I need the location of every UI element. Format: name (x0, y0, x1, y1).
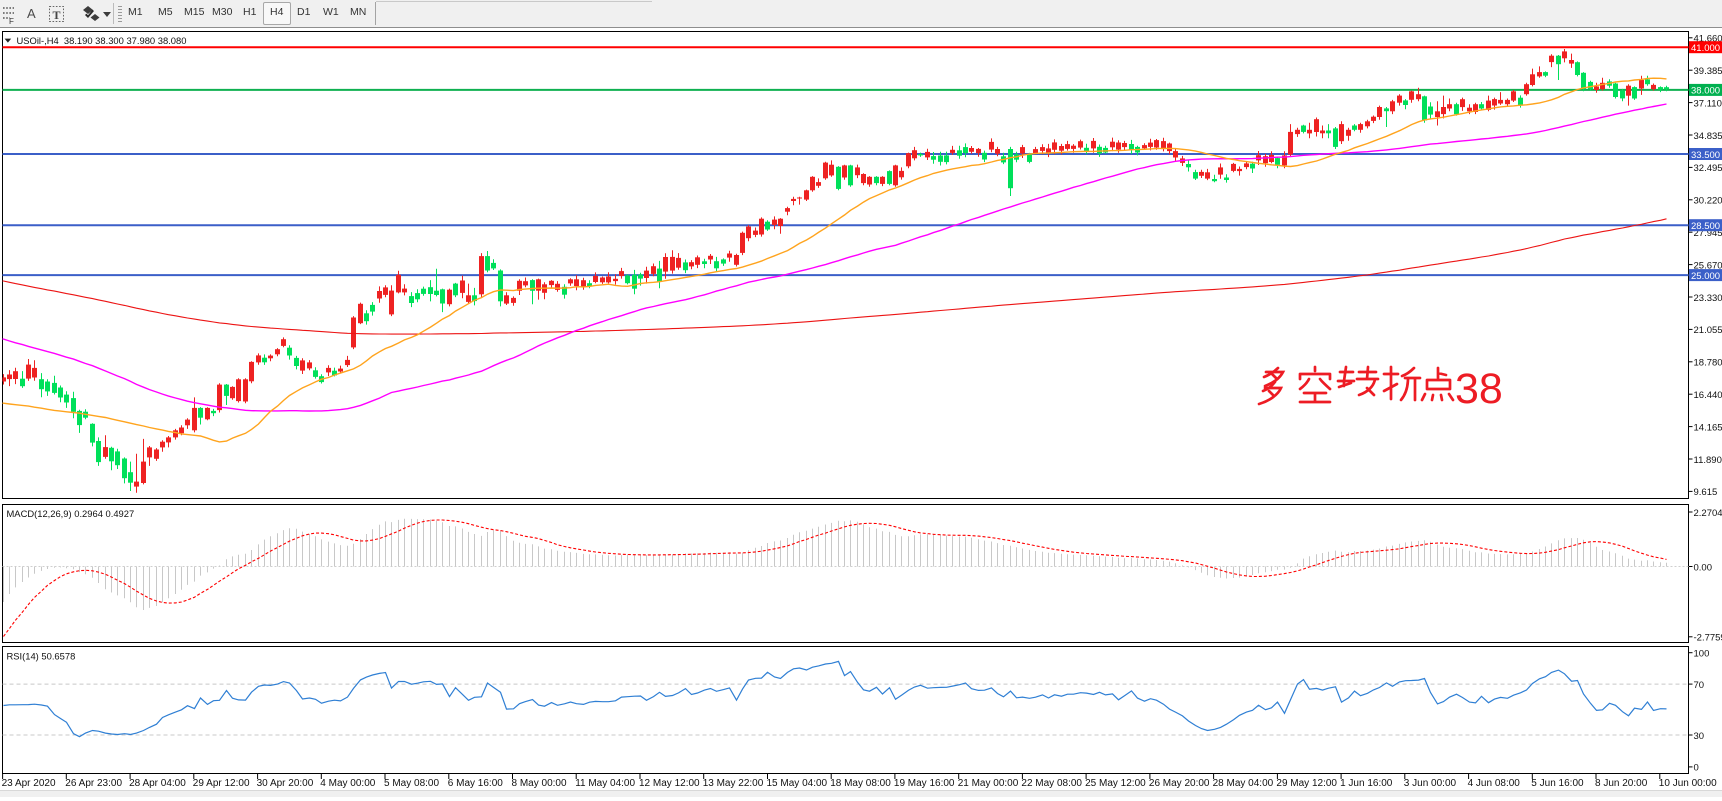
svg-text:F: F (9, 17, 14, 26)
svg-text:29 May 12:00: 29 May 12:00 (1276, 778, 1337, 789)
svg-text:70: 70 (1694, 680, 1705, 691)
svg-text:0: 0 (1694, 763, 1699, 774)
svg-text:38: 38 (1455, 365, 1503, 413)
svg-text:25 May 12:00: 25 May 12:00 (1085, 778, 1146, 789)
svg-text:15 May 04:00: 15 May 04:00 (767, 778, 828, 789)
svg-text:25.000: 25.000 (1691, 271, 1720, 282)
svg-text:33.500: 33.500 (1691, 150, 1720, 161)
svg-text:4 Jun 08:00: 4 Jun 08:00 (1468, 778, 1521, 789)
svg-text:11.890: 11.890 (1694, 455, 1722, 466)
svg-text:28 May 04:00: 28 May 04:00 (1213, 778, 1274, 789)
svg-text:5 Jun 16:00: 5 Jun 16:00 (1531, 778, 1584, 789)
svg-text:21 May 00:00: 21 May 00:00 (958, 778, 1019, 789)
svg-text:14.165: 14.165 (1694, 422, 1722, 433)
svg-text:22 May 08:00: 22 May 08:00 (1021, 778, 1082, 789)
svg-text:37.110: 37.110 (1694, 98, 1722, 109)
svg-text:16.440: 16.440 (1694, 390, 1722, 401)
svg-text:23.330: 23.330 (1694, 293, 1722, 304)
svg-text:18 May 08:00: 18 May 08:00 (830, 778, 891, 789)
svg-text:0.00: 0.00 (1694, 562, 1713, 573)
svg-text:T: T (53, 8, 61, 22)
svg-text:30 Apr 20:00: 30 Apr 20:00 (257, 778, 314, 789)
svg-text:10 Jun 00:00: 10 Jun 00:00 (1659, 778, 1717, 789)
svg-text:MACD(12,26,9) 0.2964 0.4927: MACD(12,26,9) 0.2964 0.4927 (7, 508, 135, 519)
svg-text:9.615: 9.615 (1694, 487, 1718, 498)
svg-text:41.000: 41.000 (1691, 43, 1720, 54)
svg-text:28 Apr 04:00: 28 Apr 04:00 (129, 778, 186, 789)
svg-text:-2.7759: -2.7759 (1694, 633, 1722, 644)
svg-text:12 May 12:00: 12 May 12:00 (639, 778, 700, 789)
svg-text:26 Apr 23:00: 26 Apr 23:00 (65, 778, 122, 789)
svg-text:32.495: 32.495 (1694, 163, 1722, 174)
svg-text:USOil-,H4 38.190 38.300 37.98: USOil-,H4 38.190 38.300 37.980 38.080 (17, 35, 187, 46)
svg-text:29 Apr 12:00: 29 Apr 12:00 (193, 778, 250, 789)
svg-text:2.2704: 2.2704 (1694, 508, 1722, 519)
svg-text:26 May 20:00: 26 May 20:00 (1149, 778, 1210, 789)
svg-text:100: 100 (1694, 649, 1710, 660)
svg-text:8 Jun 20:00: 8 Jun 20:00 (1595, 778, 1648, 789)
svg-text:1 Jun 16:00: 1 Jun 16:00 (1340, 778, 1393, 789)
svg-text:8 May 00:00: 8 May 00:00 (512, 778, 567, 789)
svg-text:39.385: 39.385 (1694, 66, 1722, 77)
svg-text:28.500: 28.500 (1691, 221, 1720, 232)
svg-text:6 May 16:00: 6 May 16:00 (448, 778, 503, 789)
svg-text:34.835: 34.835 (1694, 131, 1722, 142)
svg-text:11 May 04:00: 11 May 04:00 (575, 778, 635, 789)
svg-text:23 Apr 2020: 23 Apr 2020 (2, 778, 56, 789)
svg-text:18.780: 18.780 (1694, 358, 1722, 369)
svg-text:30: 30 (1694, 731, 1705, 742)
svg-text:13 May 22:00: 13 May 22:00 (703, 778, 764, 789)
svg-text:30.220: 30.220 (1694, 196, 1722, 207)
svg-text:21.055: 21.055 (1694, 325, 1722, 336)
svg-text:4 May 00:00: 4 May 00:00 (320, 778, 375, 789)
svg-text:5 May 08:00: 5 May 08:00 (384, 778, 439, 789)
svg-text:3 Jun 00:00: 3 Jun 00:00 (1404, 778, 1457, 789)
svg-text:19 May 16:00: 19 May 16:00 (894, 778, 955, 789)
svg-text:RSI(14) 50.6578: RSI(14) 50.6578 (7, 651, 76, 662)
svg-text:A: A (27, 6, 36, 21)
svg-text:38.000: 38.000 (1691, 86, 1720, 97)
